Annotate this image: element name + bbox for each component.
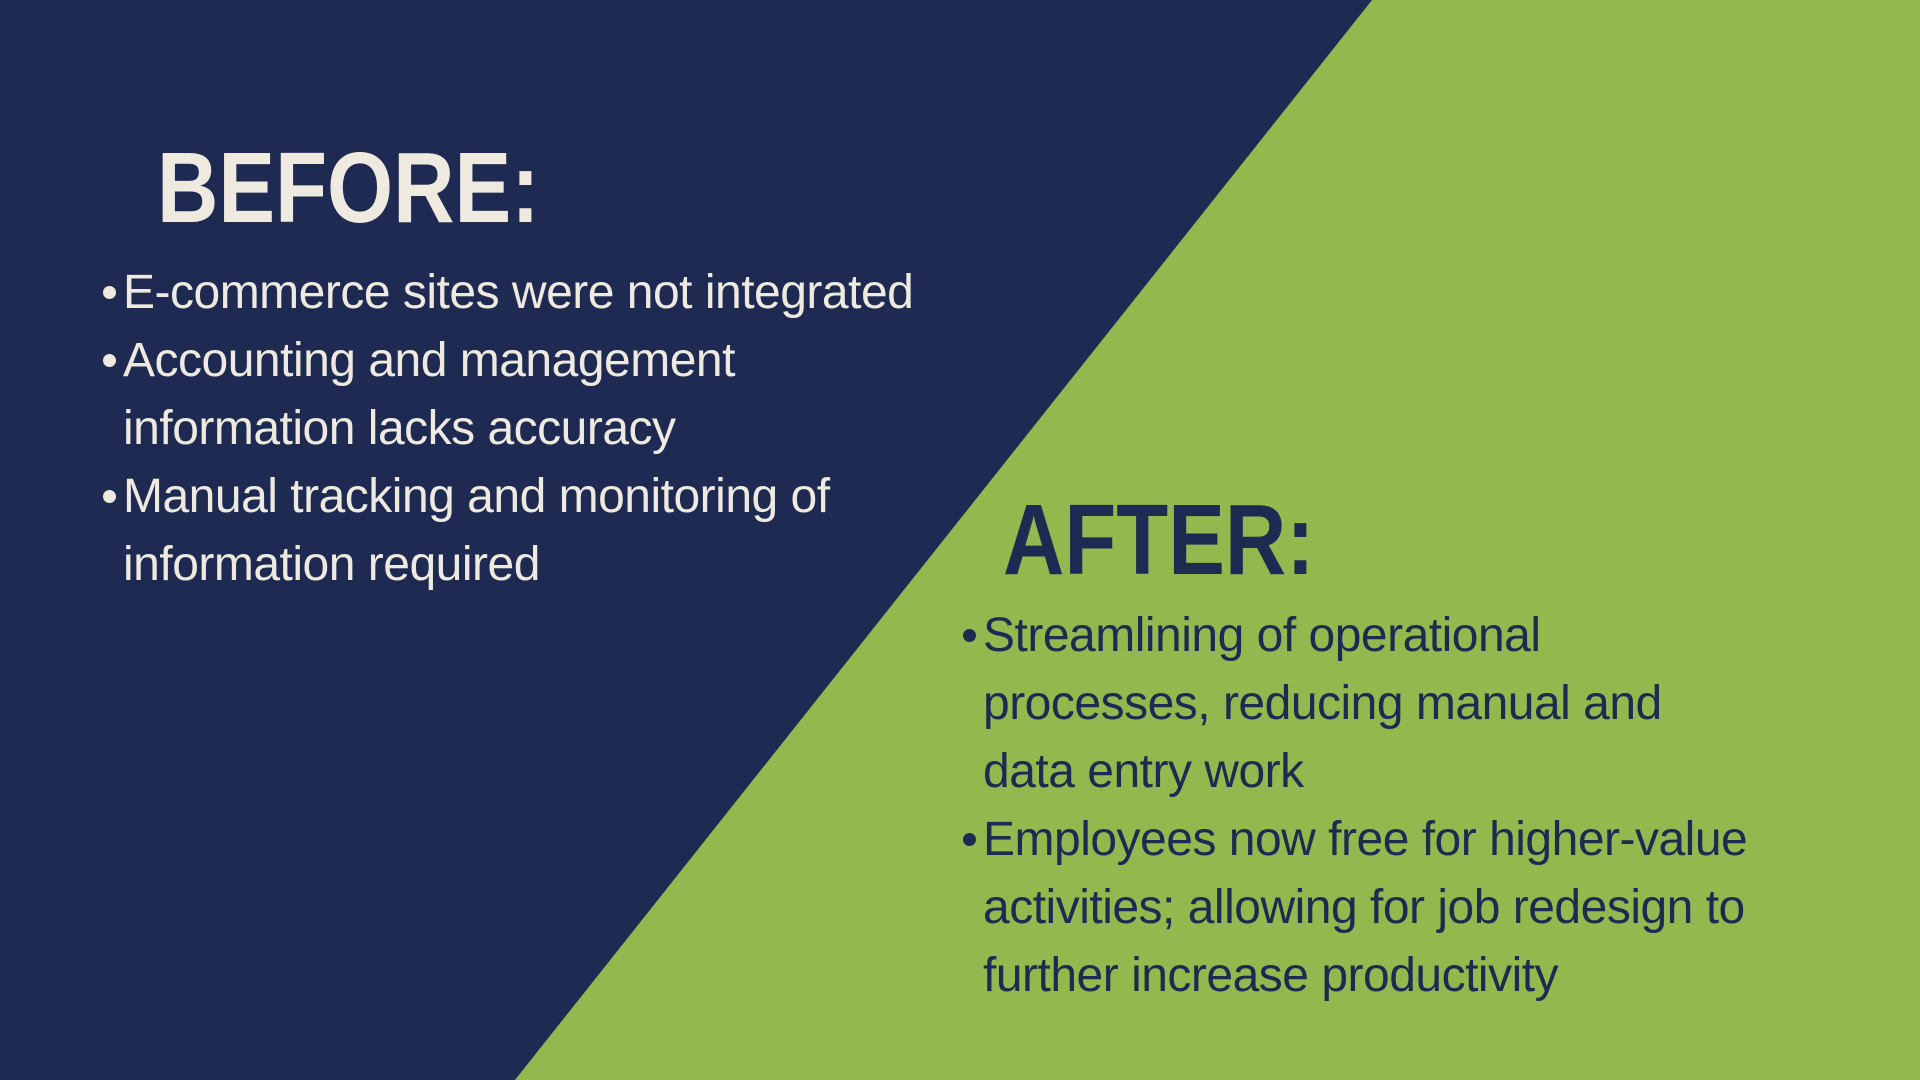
list-item: Streamlining of operational processes, r… [963,602,1883,806]
bullet-dot [963,833,976,846]
list-item-text: Manual tracking and monitoring of inform… [123,470,830,591]
list-item: Manual tracking and monitoring of inform… [103,463,1083,599]
list-item-text: Employees now free for higher-value acti… [983,813,1748,1002]
bullet-dot [963,629,976,642]
before-list: E-commerce sites were not integrated Acc… [103,259,1083,599]
list-item: Accounting and management information la… [103,327,1083,463]
after-heading: AFTER: [1003,484,1315,596]
list-item: Employees now free for higher-value acti… [963,806,1883,1010]
bullet-dot [103,286,116,299]
bullet-dot [103,490,116,503]
list-item-text: E-commerce sites were not integrated [123,266,914,319]
after-list: Streamlining of operational processes, r… [963,602,1883,1010]
before-heading: BEFORE: [157,132,540,244]
list-item: E-commerce sites were not integrated [103,259,1083,327]
list-item-text: Streamlining of operational processes, r… [983,609,1662,798]
bullet-dot [103,354,116,367]
list-item-text: Accounting and management information la… [123,334,735,455]
